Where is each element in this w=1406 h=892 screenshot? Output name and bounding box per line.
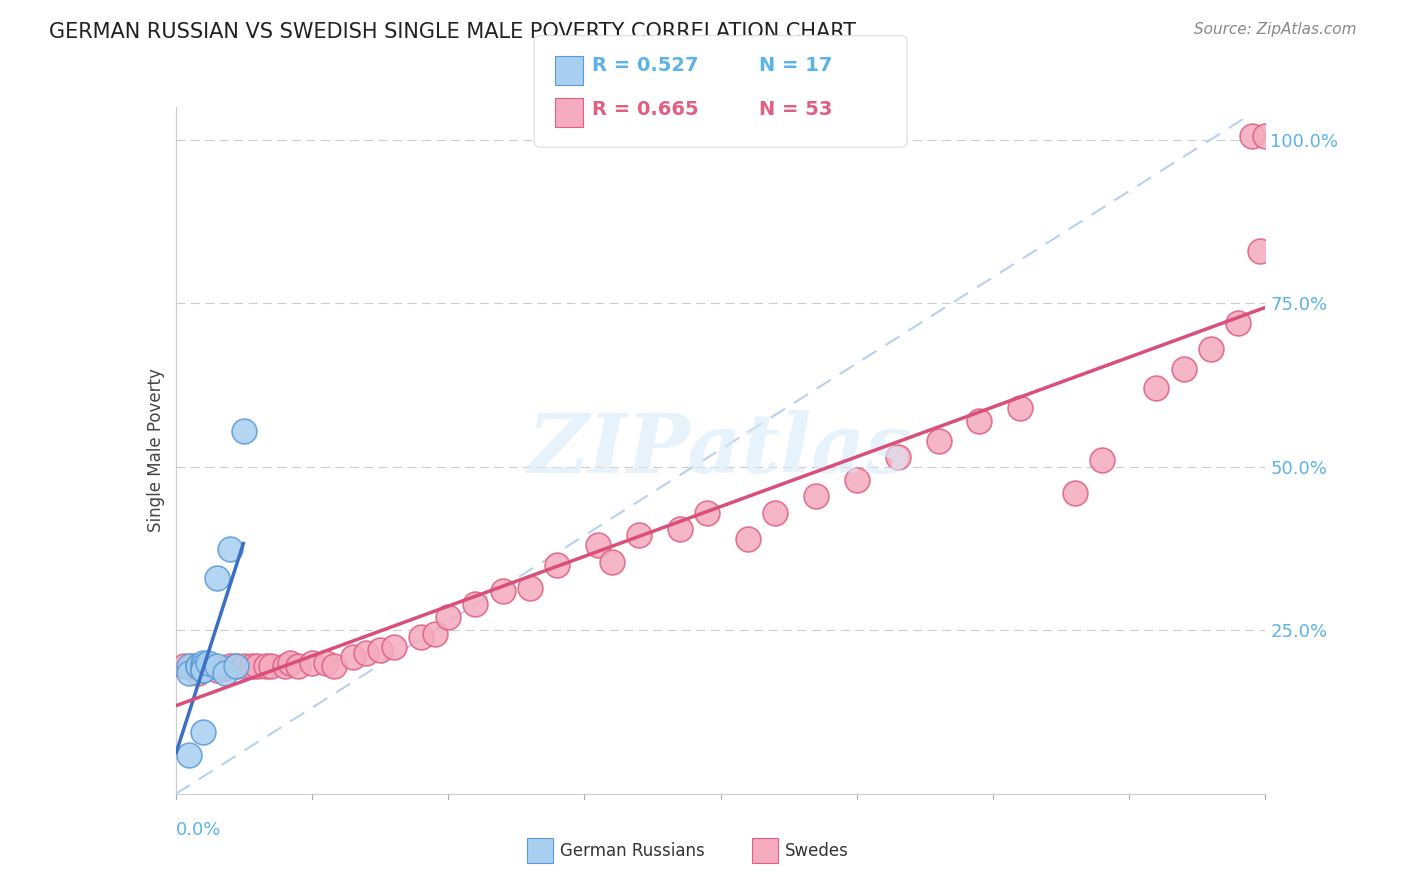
Point	[240, 659, 263, 673]
Text: N = 53: N = 53	[759, 100, 832, 119]
Point	[1240, 129, 1263, 144]
Point	[546, 558, 568, 572]
Text: 0.0%: 0.0%	[176, 822, 221, 839]
Point	[219, 659, 242, 673]
Point	[191, 659, 214, 673]
Point	[315, 656, 337, 670]
Point	[246, 659, 269, 673]
Point	[627, 528, 650, 542]
Point	[342, 649, 364, 664]
Point	[191, 659, 214, 673]
Point	[197, 656, 219, 670]
Point	[219, 541, 242, 556]
Point	[191, 656, 214, 670]
Point	[1091, 453, 1114, 467]
Point	[1227, 316, 1250, 330]
Point	[586, 538, 609, 552]
Point	[1063, 486, 1085, 500]
Point	[356, 646, 378, 660]
Point	[274, 659, 297, 673]
Point	[600, 555, 623, 569]
Point	[1173, 361, 1195, 376]
Point	[437, 610, 460, 624]
Point	[278, 656, 301, 670]
Text: GERMAN RUSSIAN VS SWEDISH SINGLE MALE POVERTY CORRELATION CHART: GERMAN RUSSIAN VS SWEDISH SINGLE MALE PO…	[49, 22, 856, 42]
Point	[368, 643, 391, 657]
Point	[1254, 129, 1277, 144]
Point	[1144, 381, 1167, 395]
Point	[181, 659, 204, 673]
Point	[492, 584, 515, 599]
Y-axis label: Single Male Poverty: Single Male Poverty	[146, 368, 165, 533]
Point	[225, 659, 247, 673]
Point	[886, 450, 908, 464]
Point	[519, 581, 541, 595]
Point	[382, 640, 405, 654]
Text: R = 0.665: R = 0.665	[592, 100, 699, 119]
Point	[301, 656, 323, 670]
Point	[197, 659, 219, 673]
Point	[205, 659, 228, 673]
Point	[191, 663, 214, 677]
Point	[191, 663, 214, 677]
Point	[179, 665, 201, 680]
Point	[186, 659, 209, 673]
Point	[205, 663, 228, 677]
Point	[186, 659, 209, 673]
Point	[1249, 244, 1271, 258]
Text: German Russians: German Russians	[560, 842, 704, 860]
Point	[232, 659, 254, 673]
Point	[423, 626, 446, 640]
Point	[1010, 401, 1032, 415]
Point	[260, 659, 283, 673]
Point	[191, 724, 214, 739]
Point	[845, 473, 868, 487]
Point	[205, 571, 228, 585]
Point	[928, 434, 950, 448]
Point	[232, 424, 254, 438]
Text: Swedes: Swedes	[785, 842, 848, 860]
Point	[668, 522, 690, 536]
Point	[173, 659, 195, 673]
Point	[322, 659, 344, 673]
Text: N = 17: N = 17	[759, 56, 832, 75]
Point	[225, 659, 247, 673]
Point	[969, 414, 991, 428]
Point	[804, 489, 827, 503]
Text: R = 0.527: R = 0.527	[592, 56, 699, 75]
Point	[186, 665, 209, 680]
Point	[763, 506, 786, 520]
Text: ZIPatlas: ZIPatlas	[527, 410, 914, 491]
Point	[179, 747, 201, 762]
Point	[287, 659, 309, 673]
Point	[696, 506, 718, 520]
Point	[737, 532, 759, 546]
Point	[179, 659, 201, 673]
Point	[254, 659, 277, 673]
Point	[1199, 342, 1222, 356]
Text: Source: ZipAtlas.com: Source: ZipAtlas.com	[1194, 22, 1357, 37]
Point	[409, 630, 432, 644]
Point	[214, 661, 236, 675]
Point	[464, 597, 486, 611]
Point	[214, 665, 236, 680]
